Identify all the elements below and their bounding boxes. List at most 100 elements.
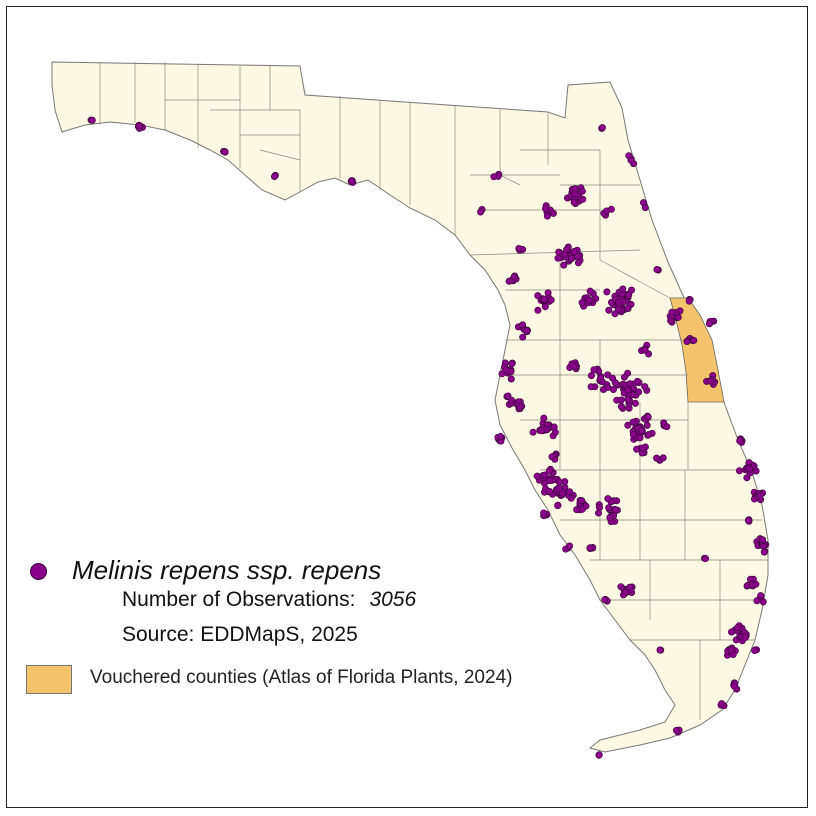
observation-point	[705, 320, 713, 328]
legend-observations: Number of Observations: 3056	[122, 588, 416, 612]
observation-point	[578, 299, 586, 307]
observation-point	[760, 548, 768, 556]
observation-point	[656, 646, 664, 654]
observation-point	[554, 502, 562, 510]
observation-points	[87, 116, 770, 759]
observation-point	[585, 296, 593, 304]
observation-point	[502, 366, 510, 374]
observation-point	[548, 453, 556, 461]
observation-point	[608, 374, 616, 382]
observations-count: 3056	[369, 588, 417, 611]
observation-point	[555, 478, 563, 486]
observation-point	[567, 255, 575, 263]
observation-point	[659, 454, 667, 462]
observation-point	[690, 336, 698, 344]
observation-point	[644, 413, 652, 421]
observation-point	[135, 122, 143, 130]
observation-point	[519, 333, 527, 341]
observation-point	[653, 454, 661, 462]
vouchered-label: Vouchered counties (Atlas of Florida Pla…	[90, 667, 513, 688]
observation-point	[540, 479, 548, 487]
observation-point	[617, 396, 625, 404]
observation-point	[633, 445, 641, 453]
observation-point	[490, 173, 498, 181]
observation-point	[602, 207, 610, 215]
observation-point	[735, 467, 743, 475]
observation-point	[730, 682, 738, 690]
observation-point	[543, 212, 551, 220]
observation-point	[625, 291, 633, 299]
observation-point	[631, 399, 639, 407]
observation-point	[743, 474, 751, 482]
observation-point	[566, 542, 574, 550]
observation-point	[620, 373, 628, 381]
observation-point	[540, 509, 548, 517]
observation-point	[586, 544, 594, 552]
observation-point	[706, 377, 714, 385]
observation-point	[570, 362, 578, 370]
observation-point	[633, 377, 641, 385]
observation-point	[571, 185, 579, 193]
observation-point	[221, 148, 229, 156]
observation-point	[541, 471, 549, 479]
observation-point	[595, 503, 603, 511]
county-boundary	[469, 249, 641, 256]
observation-point	[746, 465, 754, 473]
observation-point	[644, 431, 652, 439]
observation-point	[641, 204, 649, 212]
observation-point	[555, 248, 563, 256]
observation-symbol-icon	[30, 563, 47, 580]
observation-point	[701, 554, 709, 562]
observation-point	[540, 295, 548, 303]
observation-point	[638, 444, 646, 452]
observation-point	[574, 259, 582, 267]
observation-point	[624, 304, 632, 312]
observation-point	[660, 419, 668, 427]
observation-point	[542, 205, 550, 213]
observation-point	[587, 372, 595, 380]
observation-point	[683, 337, 691, 345]
observation-point	[595, 751, 603, 759]
observation-point	[537, 427, 545, 435]
observation-point	[605, 504, 613, 512]
observation-point	[625, 152, 633, 160]
observation-point	[641, 383, 649, 391]
observation-point	[624, 421, 632, 429]
observation-point	[533, 472, 541, 480]
observation-point	[619, 285, 627, 293]
observation-point	[718, 700, 726, 708]
observation-point	[629, 431, 637, 439]
observation-point	[477, 208, 485, 216]
observation-point	[606, 514, 614, 522]
observation-point	[534, 292, 542, 300]
observation-point	[638, 427, 646, 435]
observation-point	[624, 386, 632, 394]
observation-point	[587, 383, 595, 391]
observation-point	[88, 116, 96, 124]
observation-point	[578, 497, 586, 505]
observation-point	[348, 177, 356, 185]
observation-point	[629, 418, 637, 426]
observation-point	[615, 298, 623, 306]
map-frame	[6, 6, 808, 808]
observation-point	[586, 287, 594, 295]
observation-point	[604, 383, 612, 391]
observation-point	[508, 396, 516, 404]
observation-point	[759, 536, 767, 544]
observation-point	[563, 246, 571, 254]
observations-label: Number of Observations:	[122, 588, 356, 611]
observation-point	[541, 303, 549, 311]
observation-point	[544, 289, 552, 297]
observation-point	[756, 491, 764, 499]
observation-point	[643, 421, 651, 429]
observation-point	[733, 624, 741, 632]
observation-point	[566, 488, 574, 496]
observation-point	[636, 434, 644, 442]
observation-point	[270, 173, 278, 181]
vouchered-swatch-icon	[26, 665, 72, 694]
observation-point	[496, 432, 504, 440]
observation-point	[605, 306, 613, 314]
observation-point	[617, 402, 625, 410]
observation-point	[545, 467, 553, 475]
observation-point	[759, 598, 767, 606]
